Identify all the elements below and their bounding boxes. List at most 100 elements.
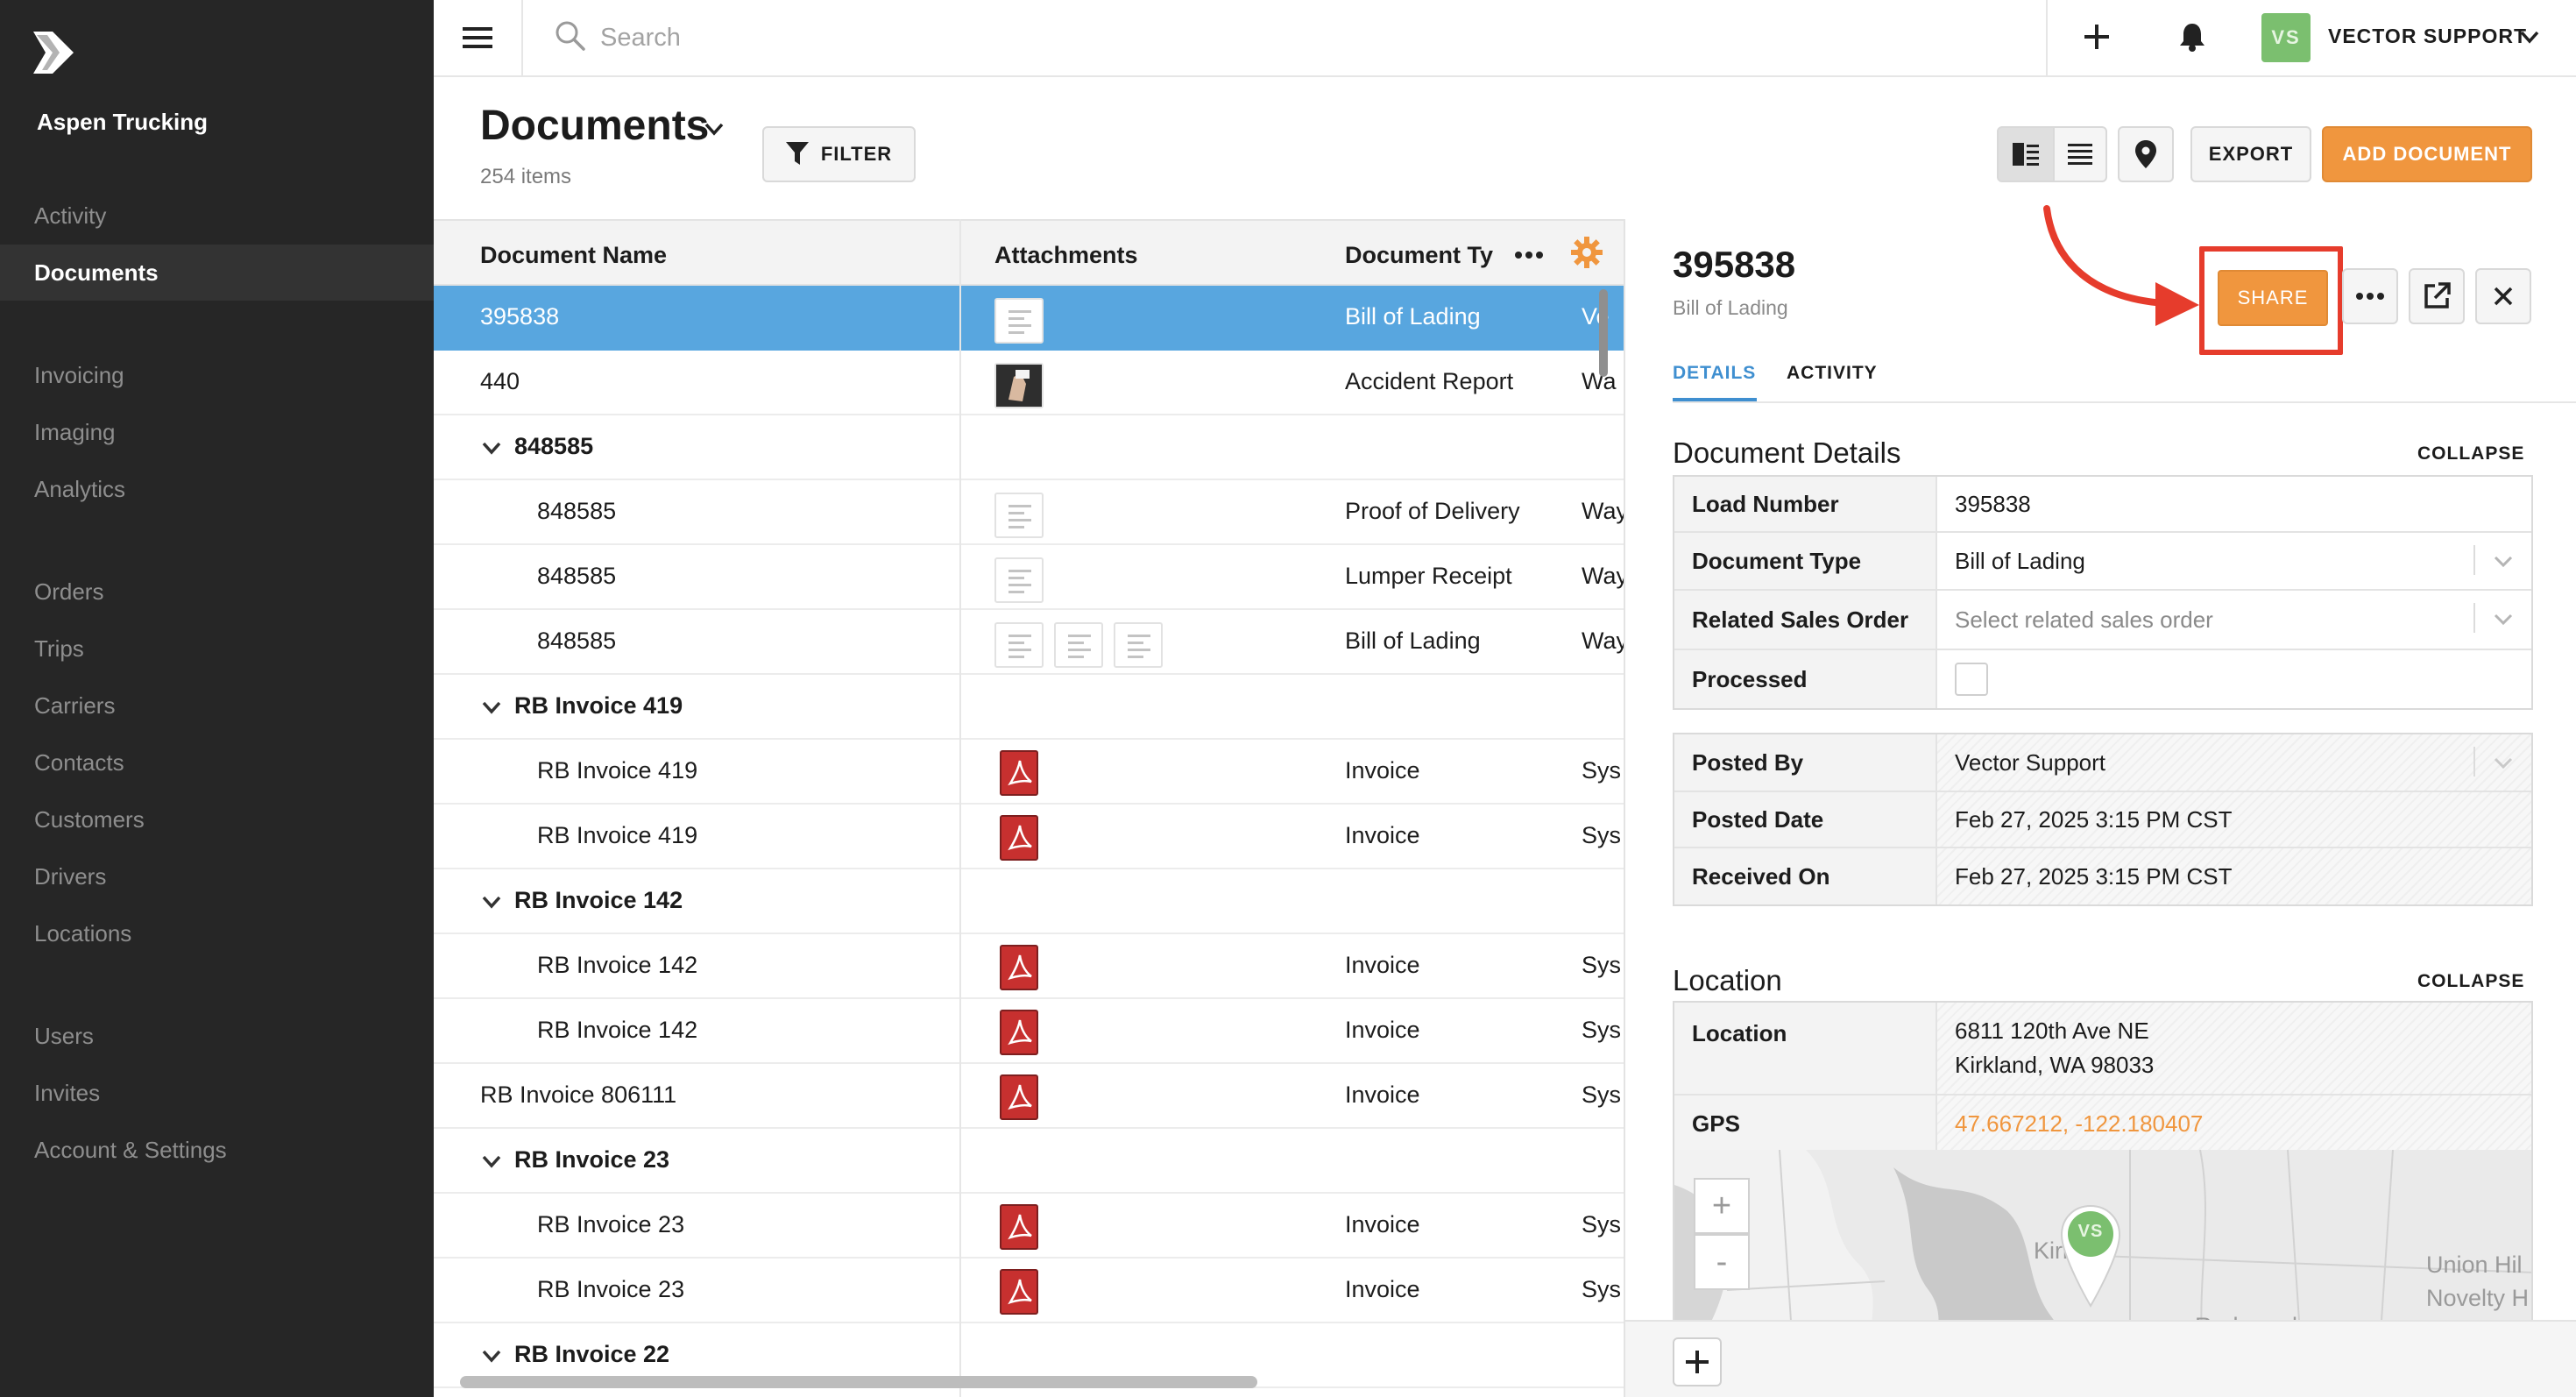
attachment-thumbnail[interactable] [1114,622,1163,668]
map-view-button[interactable] [2118,126,2174,182]
attachment-thumbnail[interactable] [994,622,1044,668]
sidebar-item-users[interactable]: Users [34,1023,94,1049]
sidebar-item-drivers[interactable]: Drivers [34,863,107,890]
pdf-file-icon[interactable] [1000,750,1038,796]
document-type-select[interactable]: Bill of Lading [1937,533,2531,589]
table-group-row[interactable]: 848585 [434,415,1624,480]
pdf-file-icon[interactable] [1000,1074,1038,1120]
share-button[interactable]: SHARE [2218,270,2328,326]
table-row[interactable]: 440 Accident Report Wa [434,351,1624,415]
group-chevron-down-icon[interactable] [480,436,503,459]
split-view-button[interactable] [1997,126,2055,182]
attachment-thumbnail[interactable] [1054,622,1103,668]
collapse-location-button[interactable]: COLLAPSE [2417,971,2525,991]
sidebar-item-account-settings[interactable]: Account & Settings [34,1137,227,1163]
document-name-cell[interactable]: RB Invoice 23 [537,1276,685,1302]
load-number-value[interactable]: 395838 [1955,490,2031,517]
table-row[interactable]: 395838 Bill of Lading Ve [434,286,1624,351]
table-row[interactable]: RB Invoice 419 Invoice Sys [434,740,1624,805]
sidebar-item-activity[interactable]: Activity [34,202,107,229]
more-options-button[interactable] [2342,268,2398,324]
group-chevron-down-icon[interactable] [480,1150,503,1173]
sidebar-item-analytics[interactable]: Analytics [34,476,126,502]
attachment-thumbnail[interactable] [994,298,1044,344]
table-group-row[interactable]: RB Invoice 419 [434,675,1624,740]
sidebar-item-imaging[interactable]: Imaging [34,419,116,445]
pdf-file-icon[interactable] [1000,1269,1038,1315]
document-name-cell[interactable]: RB Invoice 142 [537,952,698,978]
table-row[interactable]: RB Invoice 806111 Invoice Sys [434,1064,1624,1129]
group-chevron-down-icon[interactable] [480,890,503,913]
filter-button[interactable]: FILTER [762,126,916,182]
document-name-cell[interactable]: 395838 [480,303,560,330]
sidebar-item-invites[interactable]: Invites [34,1080,101,1106]
pdf-file-icon[interactable] [1000,815,1038,861]
table-group-row[interactable]: RB Invoice 23 [434,1129,1624,1194]
chevron-down-icon[interactable] [2491,606,2516,631]
footer-add-button[interactable] [1673,1337,1722,1386]
open-external-button[interactable] [2409,268,2465,324]
vertical-scrollbar[interactable] [1599,289,1608,377]
column-header-attachments[interactable]: Attachments [994,242,1138,268]
column-header-document-type[interactable]: Document Ty [1345,242,1494,268]
pdf-file-icon[interactable] [1000,1010,1038,1055]
related-sales-order-select[interactable]: Select related sales order [1937,591,2531,649]
table-row[interactable]: 848585 Bill of Lading Way [434,610,1624,675]
tab-details[interactable]: DETAILS [1673,363,1757,383]
attachment-thumbnail[interactable] [994,493,1044,538]
attachment-thumbnail[interactable] [994,557,1044,603]
table-row[interactable]: 848585 Lumper Receipt Way [434,545,1624,610]
gps-coordinates-link[interactable]: 47.667212, -122.180407 [1937,1096,2531,1152]
sidebar-item-invoicing[interactable]: Invoicing [34,362,124,388]
map-zoom-in-button[interactable]: + [1694,1178,1750,1234]
tab-activity[interactable]: ACTIVITY [1787,363,1878,383]
document-name-cell[interactable]: 848585 [537,628,617,654]
list-view-button[interactable] [2053,126,2107,182]
sidebar-item-locations[interactable]: Locations [34,920,132,947]
document-name-cell[interactable]: RB Invoice 419 [537,757,698,784]
document-name-cell[interactable]: 848585 [537,563,617,589]
menu-icon[interactable] [434,0,523,75]
table-group-row[interactable]: RB Invoice 142 [434,869,1624,934]
sidebar-item-carriers[interactable]: Carriers [34,692,116,719]
export-button[interactable]: EXPORT [2190,126,2311,182]
group-chevron-down-icon[interactable] [480,696,503,719]
processed-checkbox[interactable] [1955,663,1988,696]
document-name-cell[interactable]: RB Invoice 419 [537,822,698,848]
page-title[interactable]: Documents [480,103,710,149]
map-location-pin[interactable]: VS [2060,1204,2121,1308]
pdf-file-icon[interactable] [1000,945,1038,990]
document-name-cell[interactable]: 848585 [537,498,617,524]
document-name-cell[interactable]: RB Invoice 142 [537,1017,698,1043]
chevron-down-icon[interactable] [2517,25,2542,49]
group-chevron-down-icon[interactable] [480,1344,503,1367]
sidebar-item-contacts[interactable]: Contacts [34,749,124,776]
company-logo-icon[interactable] [33,32,74,74]
chevron-down-icon[interactable] [2491,549,2516,573]
sidebar-item-trips[interactable]: Trips [34,635,84,662]
table-row[interactable]: RB Invoice 142 Invoice Sys [434,934,1624,999]
table-row[interactable]: 848585 Proof of Delivery Way [434,480,1624,545]
table-row[interactable]: RB Invoice 23 Invoice Sys [434,1259,1624,1323]
column-settings-gear-icon[interactable] [1569,235,1604,270]
table-row[interactable]: RB Invoice 419 Invoice Sys [434,805,1624,869]
user-name[interactable]: VECTOR SUPPORT [2328,25,2527,47]
add-document-button[interactable]: ADD DOCUMENT [2322,126,2532,182]
collapse-details-button[interactable]: COLLAPSE [2417,443,2525,464]
table-row[interactable]: RB Invoice 23 Invoice Sys [434,1194,1624,1259]
sidebar-item-documents[interactable]: Documents [0,245,434,301]
column-more-icon[interactable] [1510,240,1548,270]
horizontal-scrollbar[interactable] [460,1376,1257,1388]
sidebar-item-customers[interactable]: Customers [34,806,145,833]
notification-bell-icon[interactable] [2173,18,2212,56]
document-name-cell[interactable]: 440 [480,368,520,394]
attachment-photo-thumbnail[interactable] [994,363,1044,408]
document-name-cell[interactable]: RB Invoice 23 [537,1211,685,1237]
user-avatar[interactable]: VS [2261,13,2311,62]
document-name-cell[interactable]: RB Invoice 806111 [480,1081,677,1108]
pdf-file-icon[interactable] [1000,1204,1038,1250]
table-row[interactable]: RB Invoice 142 Invoice Sys [434,999,1624,1064]
column-header-document-name[interactable]: Document Name [480,242,668,268]
sidebar-item-orders[interactable]: Orders [34,578,104,605]
search-input[interactable] [600,18,1564,58]
